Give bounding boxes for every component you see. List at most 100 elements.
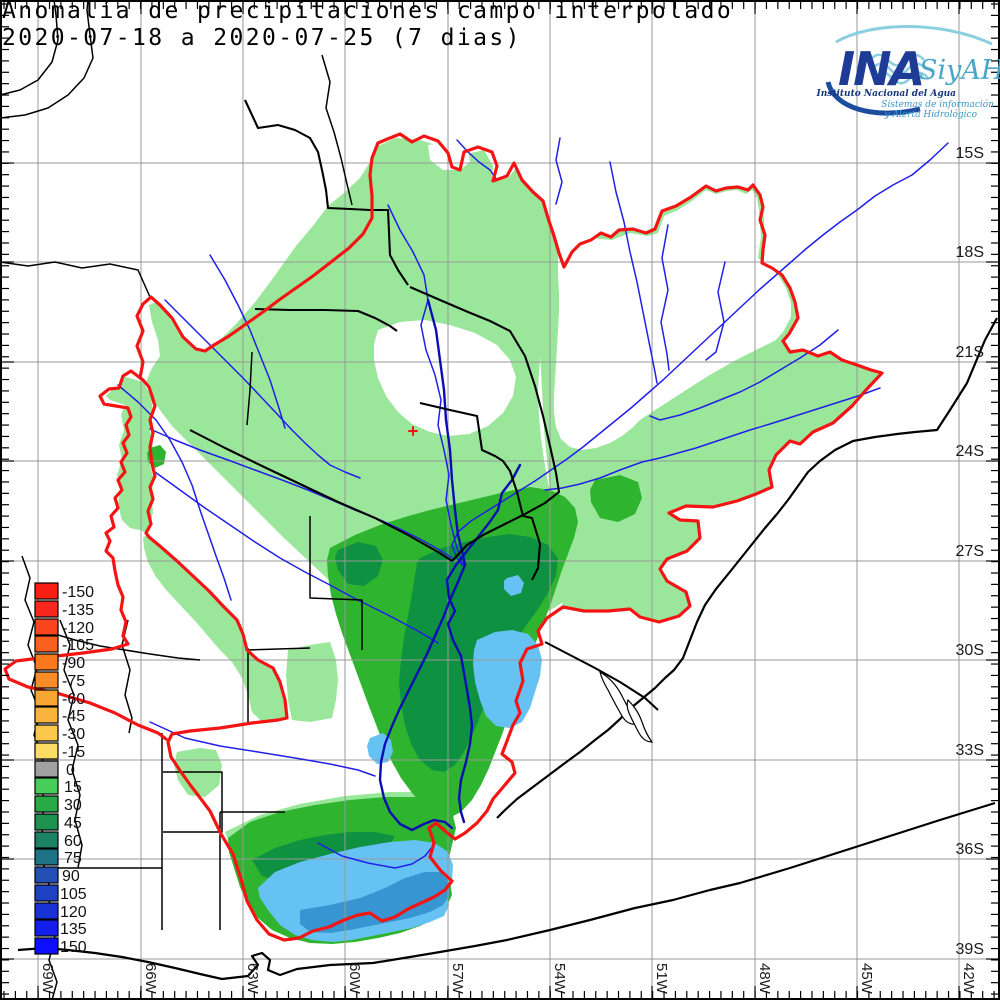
legend-row: 0: [34, 760, 75, 779]
province-line: [0, 0, 94, 119]
legend-label: -150: [62, 584, 94, 601]
hole-brazil: [554, 190, 791, 450]
legend-label: -90: [62, 655, 85, 672]
lagoon-mirim: [626, 698, 654, 743]
legend-row: -120: [34, 618, 94, 637]
ina-siyah-logo: INA SiyAH Instituto Nacional del Agua Si…: [788, 16, 1000, 128]
logo-subtitle: Instituto Nacional del Agua: [816, 89, 957, 99]
province-line: [247, 647, 311, 651]
legend-row: -135: [34, 600, 94, 619]
coastline-south: [17, 801, 996, 981]
fill-neck-east: [286, 642, 338, 722]
lon-label: 54W: [551, 963, 568, 995]
legend-row: 15: [34, 777, 82, 796]
river-salado: [149, 721, 376, 777]
legend-swatch: [34, 689, 59, 707]
legend-row: 105: [34, 884, 87, 903]
legend-row: -60: [34, 689, 85, 708]
river-uruguay: [445, 463, 522, 824]
legend-row: -105: [34, 635, 94, 654]
river-top-1: [456, 139, 498, 181]
legend-label: 0: [66, 762, 75, 779]
fill-west-arm: [106, 376, 154, 533]
legend-label: -135: [62, 602, 94, 619]
map-title: Anomalía de precipitaciones campo interp…: [2, 0, 733, 52]
wave-icon: [869, 53, 925, 67]
logo-tagline-1: Sistemas de información: [881, 99, 994, 110]
legend-row: -30: [34, 724, 85, 743]
river-paraguay-lower: [426, 298, 467, 567]
basin-outline-main: [3, 132, 884, 942]
legend-label: 15: [64, 779, 82, 796]
legend-swatch: [34, 831, 59, 849]
legend-row: 30: [34, 795, 82, 814]
legend-swatch: [34, 635, 59, 653]
river-pilcomayo: [149, 428, 453, 559]
anomaly-fill-mid-blue: [300, 872, 450, 933]
legend-swatch: [34, 813, 59, 831]
river-trib-3: [705, 261, 726, 361]
legend-swatch: [34, 777, 59, 795]
logo-arc-top: [835, 25, 993, 46]
legend-row: -90: [34, 653, 85, 672]
legend-swatch: [34, 724, 59, 742]
basin-boundary: [3, 132, 884, 942]
lat-label: 24S: [956, 443, 984, 460]
fill-neck-strip: [143, 535, 288, 722]
river-parana-upper: [451, 142, 949, 566]
river-paraguay-upper: [387, 204, 464, 566]
hole-central: [374, 320, 516, 436]
lon-label: 69W: [39, 963, 56, 995]
legend-label: 105: [60, 886, 87, 903]
river-trib-4: [649, 329, 839, 421]
rivers-main-stem: [378, 298, 522, 832]
legend-swatch: [34, 600, 59, 618]
river-parana-lower: [378, 563, 467, 832]
river-south: [317, 842, 434, 869]
legend-row: -75: [34, 671, 85, 690]
legend-label: -60: [62, 691, 85, 708]
legend-label: 90: [62, 868, 80, 885]
legend-row: -15: [34, 742, 85, 761]
province-line: [246, 351, 253, 426]
lon-label: 63W: [244, 963, 261, 995]
legend-label: 60: [64, 833, 82, 850]
border-paraguay-brazil: [409, 286, 561, 562]
legend-row: 60: [34, 831, 82, 850]
province-line: [163, 771, 223, 833]
legend-row: 120: [34, 902, 87, 921]
legend-label: 150: [60, 939, 87, 956]
legend-swatch: [34, 795, 59, 813]
legend-swatch: [34, 653, 59, 671]
border-misiones: [419, 401, 542, 581]
lat-label: 33S: [956, 742, 984, 759]
fill-mb-south: [300, 872, 450, 933]
legend-swatch: [34, 902, 59, 920]
river-bermejo: [154, 471, 439, 644]
lon-label: 45W: [858, 963, 875, 995]
lon-label: 42W: [960, 963, 977, 995]
legend-label: -120: [62, 620, 94, 637]
legend-row: 75: [34, 848, 82, 867]
legend-row: 45: [34, 813, 82, 832]
legend-row: 90: [34, 866, 80, 885]
wave-icon: [871, 62, 927, 76]
lat-label: 21S: [956, 344, 984, 361]
latitude-labels: 15S 18S 21S 24S 27S 30S 33S 36S 39S: [956, 145, 984, 958]
longitude-labels: 69W 66W 63W 60W 57W 54W 51W 48W 45W 42W: [39, 963, 977, 995]
fill-dg-west: [335, 542, 383, 586]
legend-swatch: [34, 742, 59, 760]
lon-label: 57W: [449, 963, 466, 995]
legend-row: -150: [34, 582, 94, 601]
basin-outline-northwest: [135, 141, 380, 380]
lon-label: 60W: [346, 963, 363, 995]
province-line: [309, 516, 363, 650]
river-trib-5: [544, 387, 881, 491]
river-nw-1: [164, 299, 361, 479]
legend-label: 75: [64, 850, 82, 867]
province-line: [47, 631, 201, 661]
coastline-atlantic: [496, 317, 998, 819]
lon-label: 66W: [142, 963, 159, 995]
